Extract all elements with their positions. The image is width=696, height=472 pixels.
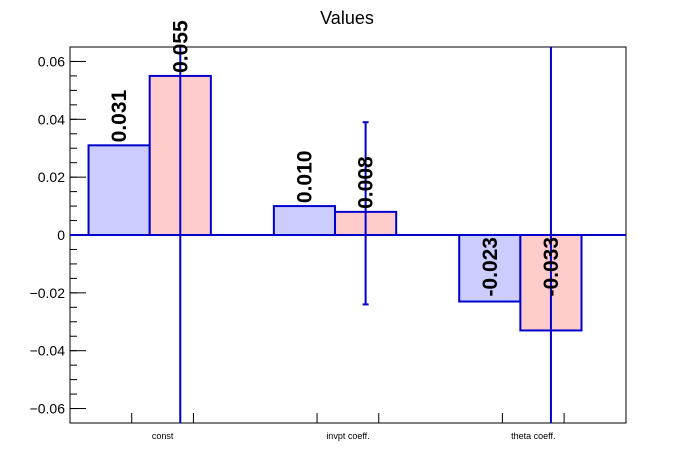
x-tick-label: const (152, 431, 174, 441)
y-tick-label: −0.06 (30, 401, 66, 417)
y-tick-label: −0.02 (30, 285, 66, 301)
bar-value-label: 0.010 (293, 151, 316, 204)
bar-value-label: -0.033 (540, 237, 563, 297)
chart-title: Values (320, 8, 374, 28)
y-tick-label: −0.04 (30, 343, 66, 359)
value-labels: 0.031 0.010 -0.023 0.055 0.008 -0.033 (108, 20, 563, 296)
bar-value-label: 0.008 (355, 156, 378, 209)
bars (87, 74, 583, 332)
y-axis: −0.06 −0.04 −0.02 0 0.02 0.04 0.06 (30, 46, 86, 424)
y-tick-label: 0.04 (38, 111, 65, 127)
bar-value-label: -0.023 (479, 237, 502, 297)
bar-value-label: 0.055 (169, 20, 192, 73)
y-tick-label: 0 (57, 227, 65, 243)
bar (87, 144, 151, 236)
x-axis: const invpt coeff. theta coeff. (131, 413, 565, 441)
y-tick-label: 0.06 (38, 53, 65, 69)
bar (272, 205, 337, 236)
y-tick-label: 0.02 (38, 169, 65, 185)
x-tick-label: theta coeff. (511, 431, 555, 441)
x-tick-label: invpt coeff. (326, 431, 369, 441)
bar (458, 234, 522, 303)
bar-value-label: 0.031 (108, 89, 131, 142)
error-bars (179, 47, 552, 423)
